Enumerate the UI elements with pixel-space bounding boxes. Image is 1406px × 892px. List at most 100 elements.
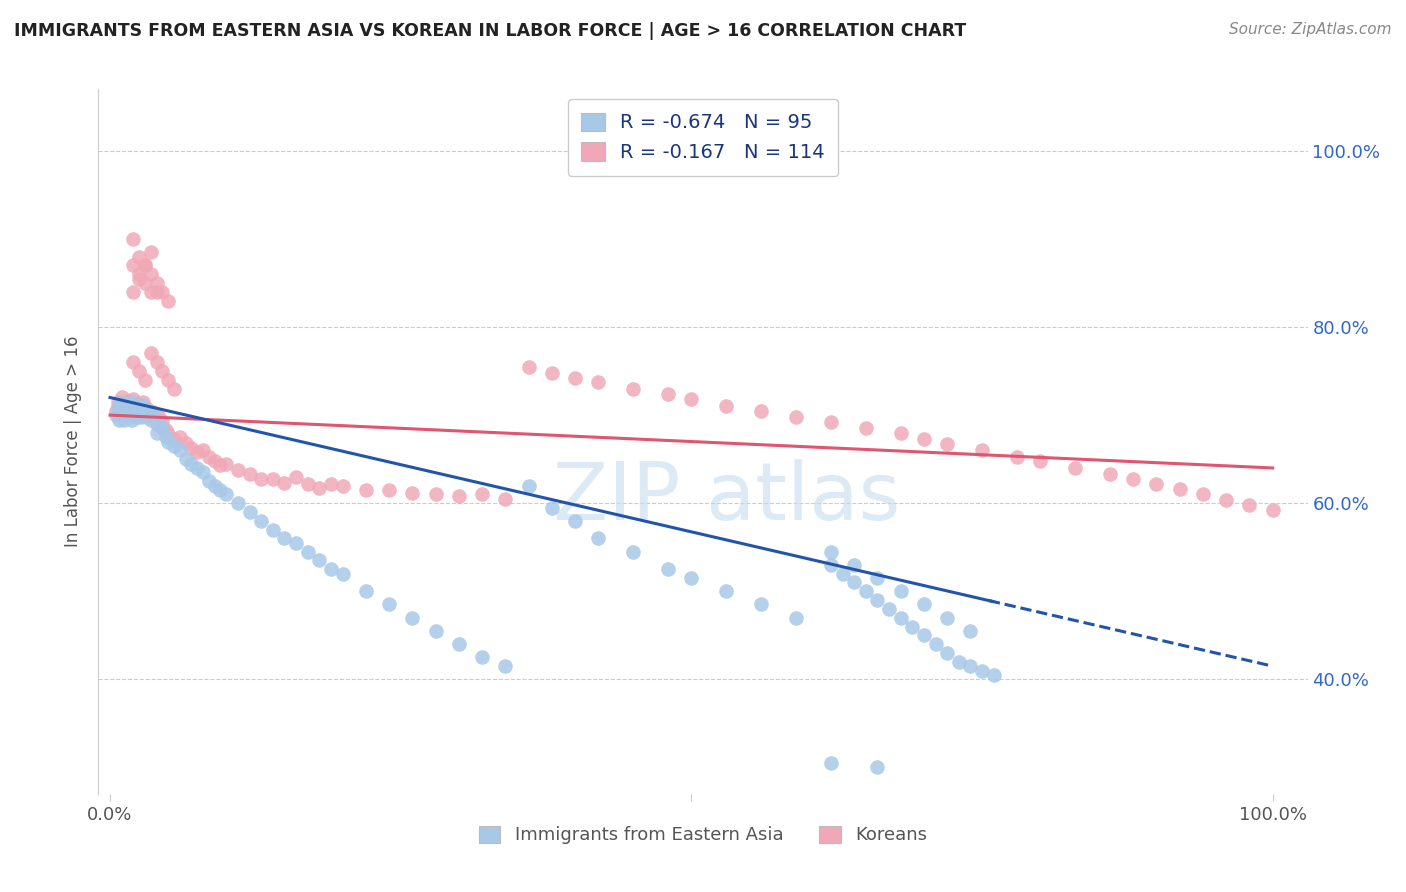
Point [135, 403, 157, 417]
Point [749, 598, 772, 612]
Point [128, 405, 150, 419]
Point [297, 476, 319, 491]
Point [890, 425, 912, 440]
Point [198, 450, 221, 464]
Point [657, 562, 679, 576]
Point [163, 432, 186, 446]
Point [120, 404, 142, 418]
Point [124, 408, 146, 422]
Point [108, 408, 131, 422]
Point [564, 371, 586, 385]
Point [540, 366, 562, 380]
Point [122, 395, 145, 409]
Point [970, 443, 993, 458]
Point [122, 398, 145, 412]
Point [107, 399, 129, 413]
Point [912, 432, 935, 446]
Point [912, 628, 935, 642]
Point [204, 454, 226, 468]
Point [131, 409, 153, 424]
Point [148, 417, 170, 431]
Point [749, 403, 772, 417]
Point [285, 536, 308, 550]
Point [169, 443, 191, 458]
Point [983, 668, 1005, 682]
Point [262, 523, 284, 537]
Point [145, 425, 167, 440]
Point [820, 544, 842, 558]
Point [139, 346, 162, 360]
Point [831, 566, 853, 581]
Point [128, 271, 150, 285]
Point [425, 624, 447, 638]
Point [111, 391, 134, 405]
Point [139, 285, 162, 299]
Point [169, 430, 191, 444]
Point [128, 408, 150, 422]
Point [401, 610, 423, 624]
Point [191, 443, 214, 458]
Point [122, 392, 145, 407]
Point [401, 485, 423, 500]
Point [104, 408, 127, 422]
Point [855, 421, 877, 435]
Point [150, 414, 173, 428]
Point [319, 562, 342, 576]
Y-axis label: In Labor Force | Age > 16: In Labor Force | Age > 16 [65, 335, 83, 548]
Point [494, 491, 516, 506]
Point [1192, 487, 1215, 501]
Point [308, 553, 330, 567]
Point [122, 401, 145, 415]
Point [134, 258, 156, 272]
Point [117, 398, 139, 412]
Point [136, 407, 159, 421]
Point [180, 441, 202, 455]
Point [139, 267, 162, 281]
Point [354, 483, 377, 497]
Point [139, 412, 162, 426]
Point [111, 403, 134, 417]
Point [716, 399, 738, 413]
Point [820, 756, 842, 770]
Point [866, 760, 889, 774]
Point [150, 421, 173, 435]
Point [104, 403, 127, 417]
Point [150, 285, 173, 299]
Point [378, 483, 401, 497]
Point [959, 624, 981, 638]
Point [517, 478, 540, 492]
Point [1261, 503, 1284, 517]
Point [948, 655, 970, 669]
Point [820, 558, 842, 572]
Point [134, 408, 156, 422]
Point [471, 650, 494, 665]
Point [494, 659, 516, 673]
Point [785, 610, 807, 624]
Point [155, 423, 177, 437]
Point [128, 364, 150, 378]
Point [157, 373, 180, 387]
Point [877, 602, 900, 616]
Point [297, 544, 319, 558]
Point [157, 293, 180, 308]
Point [111, 408, 134, 422]
Point [134, 258, 156, 272]
Point [157, 427, 180, 442]
Point [120, 408, 142, 422]
Point [621, 382, 644, 396]
Point [114, 401, 136, 415]
Point [378, 598, 401, 612]
Text: Source: ZipAtlas.com: Source: ZipAtlas.com [1229, 22, 1392, 37]
Point [425, 487, 447, 501]
Point [262, 471, 284, 485]
Point [129, 401, 152, 415]
Point [890, 584, 912, 599]
Point [209, 458, 232, 473]
Point [250, 514, 273, 528]
Point [215, 487, 238, 501]
Point [118, 403, 141, 417]
Point [970, 664, 993, 678]
Point [139, 409, 162, 424]
Point [186, 445, 208, 459]
Text: ZIP atlas: ZIP atlas [554, 458, 901, 537]
